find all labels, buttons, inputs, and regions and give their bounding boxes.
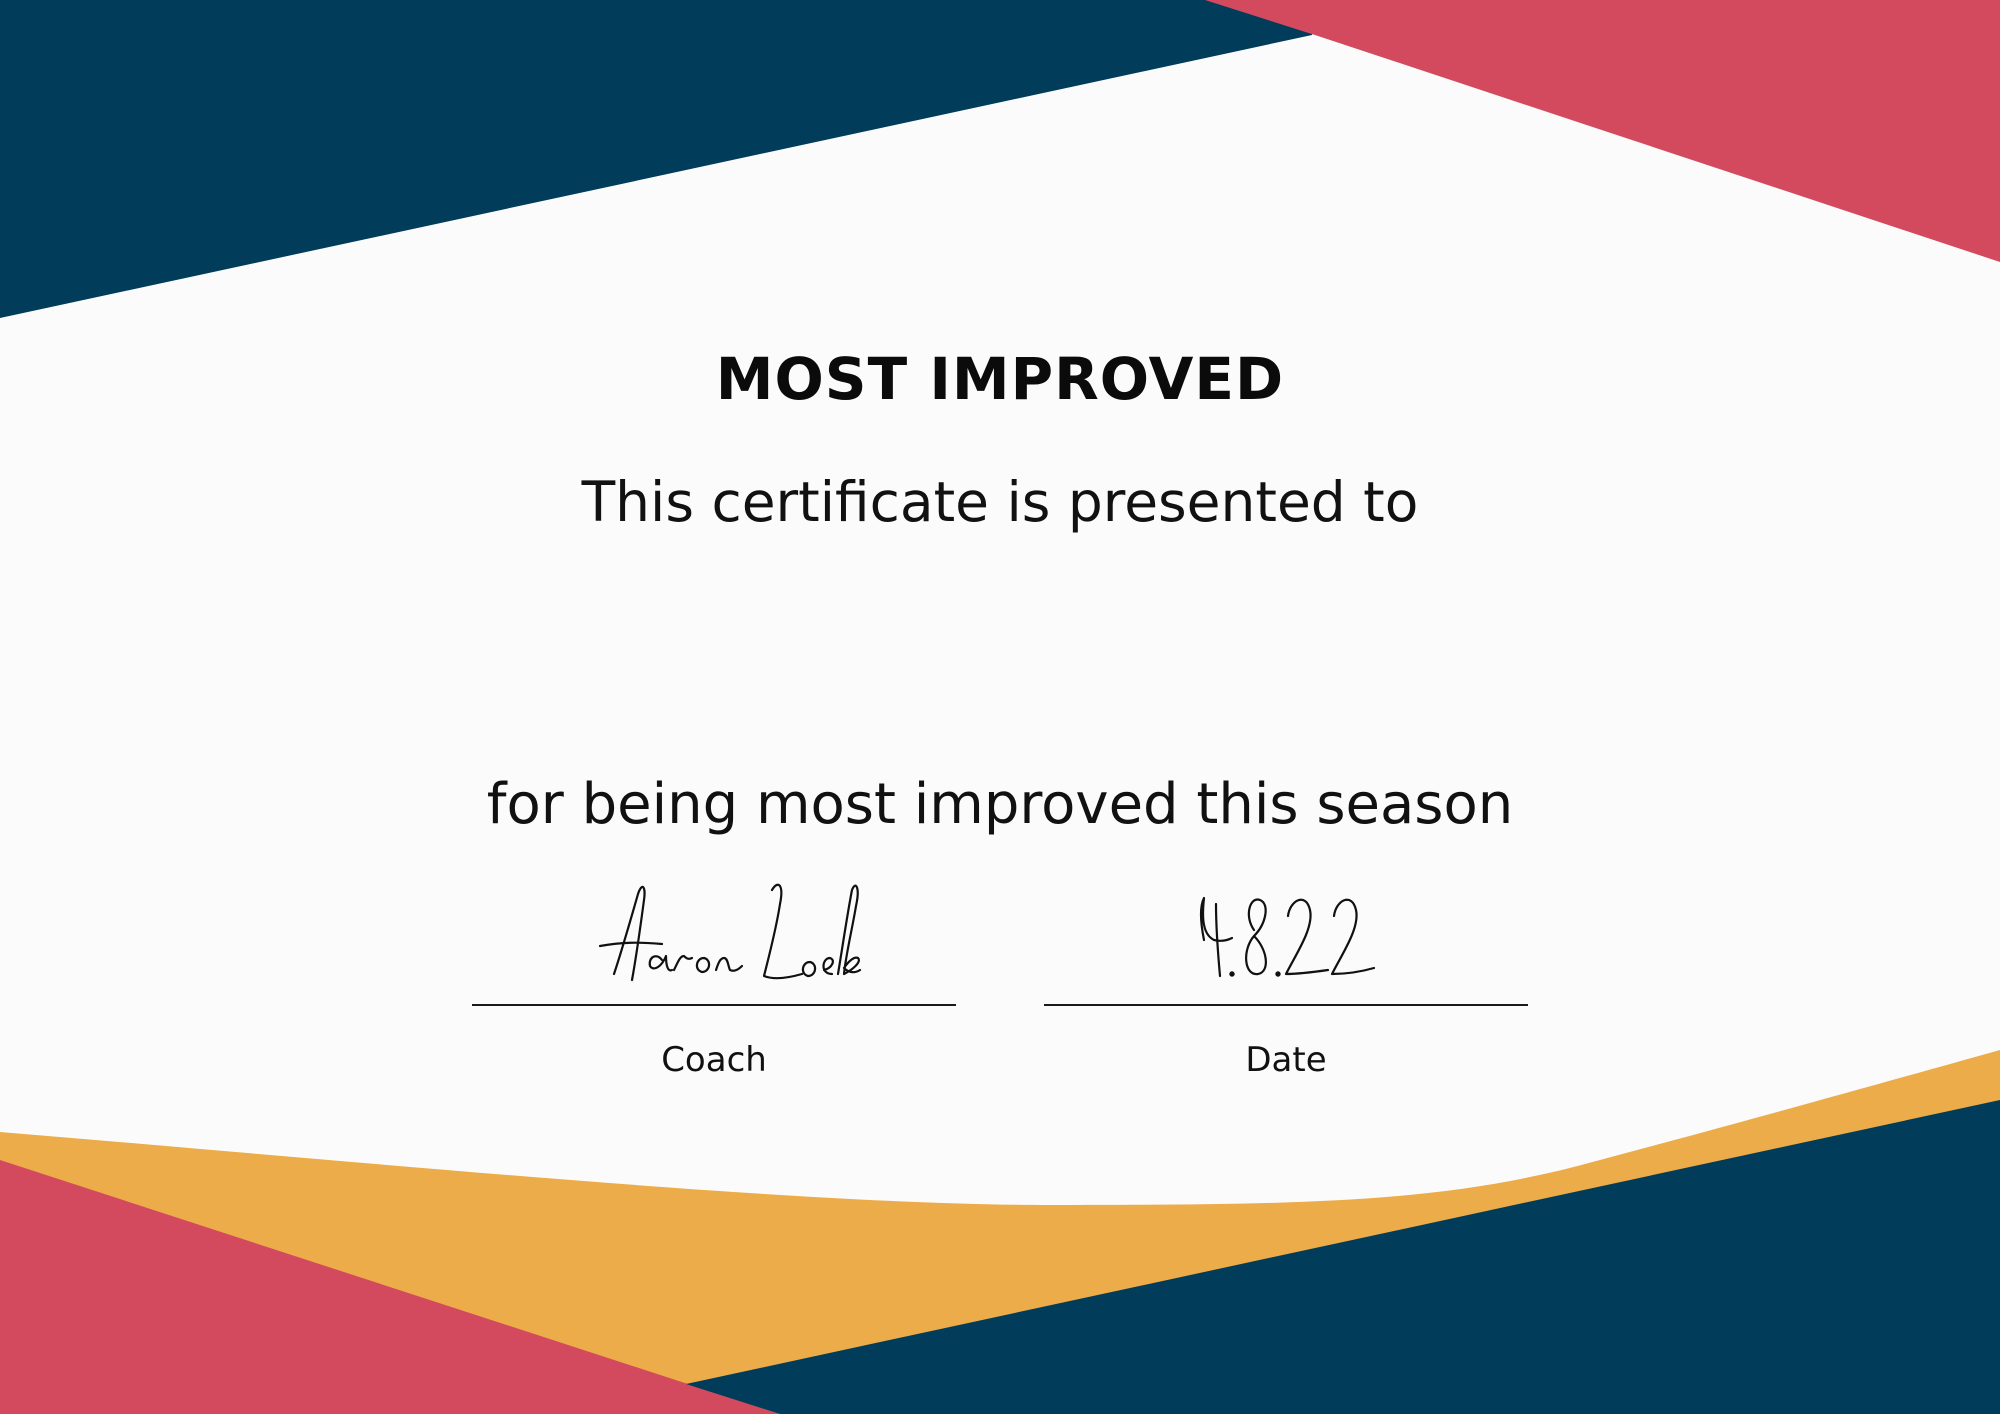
coach-signature-block: Coach bbox=[472, 870, 956, 1090]
bottom-right-navy-shape bbox=[686, 1100, 2000, 1414]
date-label: Date bbox=[1245, 1040, 1327, 1080]
bottom-left-coral-shape bbox=[0, 1160, 780, 1414]
recipient-name bbox=[0, 620, 2000, 700]
top-left-navy-shape bbox=[0, 0, 1320, 318]
coach-handwritten-signature bbox=[598, 883, 862, 982]
coach-label: Coach bbox=[661, 1040, 767, 1080]
date-handwritten-signature bbox=[1199, 896, 1376, 978]
coach-signature-line bbox=[472, 1004, 956, 1006]
presented-to-line: This certificate is presented to bbox=[581, 470, 1419, 534]
reason-line: for being most improved this season bbox=[486, 772, 1514, 837]
date-signature-line bbox=[1044, 1004, 1528, 1006]
top-right-coral-shape bbox=[1205, 0, 2000, 262]
certificate-title: MOST IMPROVED bbox=[715, 345, 1285, 413]
date-signature-block: Date bbox=[1044, 870, 1528, 1090]
